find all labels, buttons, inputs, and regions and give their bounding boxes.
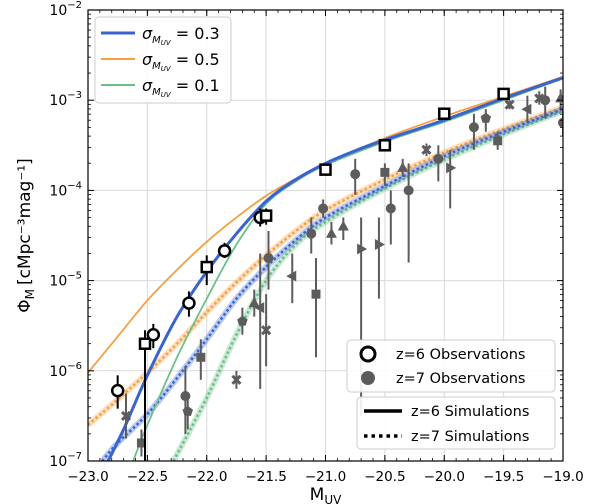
- legend-sim-label: z=7 Simulations: [411, 429, 529, 445]
- legend-sim-label: z=6 Simulations: [411, 404, 529, 420]
- z6-observation-point: [217, 244, 232, 258]
- z7-observation-point: [136, 438, 146, 448]
- z7-observation-point: [196, 352, 206, 362]
- z7-observation-point: [180, 391, 191, 402]
- z7-observation-point: [254, 302, 265, 314]
- x-tick-label: −21.0: [305, 469, 346, 485]
- x-tick-label: −22.0: [186, 469, 227, 485]
- y-axis-label: ΦM[cMpc⁻³mag⁻¹]: [15, 158, 37, 313]
- z6-observation-point: [200, 260, 213, 274]
- y-tick-label: 10−7: [49, 451, 82, 470]
- z7-observation-point: [237, 315, 248, 326]
- z6-observation-point: [182, 296, 196, 310]
- z7-observation-point: [540, 95, 551, 106]
- z6-observation-point: [438, 107, 451, 120]
- x-tick-label: −23.0: [67, 469, 108, 485]
- z7-observation-point: [380, 167, 390, 177]
- z6-observation-point: [110, 383, 125, 398]
- x-tick-label: −19.0: [542, 469, 583, 485]
- x-marker-stroke: [421, 144, 432, 155]
- z7-observation-point: [421, 144, 432, 155]
- z6-observation-point: [146, 327, 161, 342]
- legend-simulations: z=6 Simulations z=7 Simulations: [356, 396, 556, 450]
- z7-observation-point: [350, 169, 361, 180]
- x-axis-label: MUV: [310, 485, 342, 504]
- z7-observation-point: [446, 162, 457, 174]
- legend-obs-marker: [359, 345, 377, 363]
- z6-observation-point: [378, 139, 392, 152]
- x-marker-stroke: [261, 325, 272, 336]
- z7-observation-point: [521, 103, 532, 115]
- z7-observation-point: [357, 243, 368, 255]
- z6-observation-point: [319, 163, 332, 176]
- legend-sigma: σMUV = 0.3 σMUV = 0.5 σMUV = 0.1: [94, 16, 232, 104]
- legend-obs-label: z=7 Observations: [396, 371, 525, 387]
- x-tick-label: −20.5: [364, 469, 405, 485]
- legend-sim-box: [356, 396, 556, 450]
- x-tick-label: −22.5: [127, 469, 168, 485]
- y-tick-label: 10−4: [49, 180, 82, 199]
- legend-obs-label: z=6 Observations: [396, 347, 525, 363]
- z7-observation-point: [261, 325, 272, 336]
- x-marker-stroke: [120, 410, 132, 421]
- z7-observation-point: [433, 153, 444, 164]
- z7-observation-point: [385, 203, 396, 214]
- z7-observation-point: [480, 112, 492, 123]
- z6-observation-point: [259, 209, 273, 222]
- x-marker-stroke: [504, 99, 515, 110]
- legend-sigma-label: σMUV = 0.1: [142, 76, 220, 99]
- axis-ticks: −23.0 −22.5 −22.0 −21.5 −21.0 −20.5 −20.0 −19.5…: [49, 0, 583, 485]
- z7-observation-point: [306, 228, 317, 239]
- legend-observations: z=6 Observations z=7 Observations: [346, 339, 556, 393]
- x-tick-label: −21.5: [245, 469, 286, 485]
- observation-points: [110, 86, 563, 461]
- z7-observation-point: [403, 185, 414, 196]
- z7-observation-point: [397, 161, 409, 172]
- z7-observation-point: [318, 203, 329, 214]
- x-tick-label: −20.0: [424, 469, 465, 485]
- z7-observation-point: [120, 410, 132, 421]
- sim-curve-z7-sigma-0.1: [172, 109, 563, 461]
- legend-sigma-label: σMUV = 0.5: [142, 50, 220, 73]
- z7-observation-point: [374, 239, 385, 251]
- z6-observation-point: [497, 87, 510, 101]
- legend-obs-marker: [361, 371, 375, 385]
- y-tick-label: 10−3: [49, 90, 82, 109]
- z7-observation-point: [263, 253, 274, 264]
- sim-curve-z6-sigma-0.3: [106, 76, 563, 461]
- z7-observation-point: [325, 227, 337, 238]
- z7-observation-point: [504, 99, 515, 110]
- z7-observation-point: [231, 374, 242, 385]
- y-tick-label: 10−6: [49, 361, 82, 380]
- y-tick-label: 10−2: [49, 0, 82, 19]
- z7-observation-point: [555, 92, 563, 103]
- x-marker-stroke: [231, 374, 242, 385]
- z7-observation-point: [311, 289, 321, 299]
- legend-obs-box: [346, 339, 556, 393]
- z7-observation-point: [182, 405, 193, 416]
- y-tick-label: 10−5: [49, 271, 82, 290]
- z7-observation-point: [286, 270, 297, 282]
- z7-observation-point: [493, 136, 503, 146]
- x-marker-stroke: [534, 93, 545, 104]
- z7-observation-point: [248, 297, 260, 308]
- z7-observation-point: [337, 220, 349, 231]
- legend-sigma-label: σMUV = 0.3: [142, 24, 220, 47]
- z7-observation-point: [468, 122, 479, 133]
- z6-observation-point: [138, 337, 152, 350]
- legend-sigma-box: [94, 16, 232, 104]
- x-tick-label: −19.5: [483, 469, 524, 485]
